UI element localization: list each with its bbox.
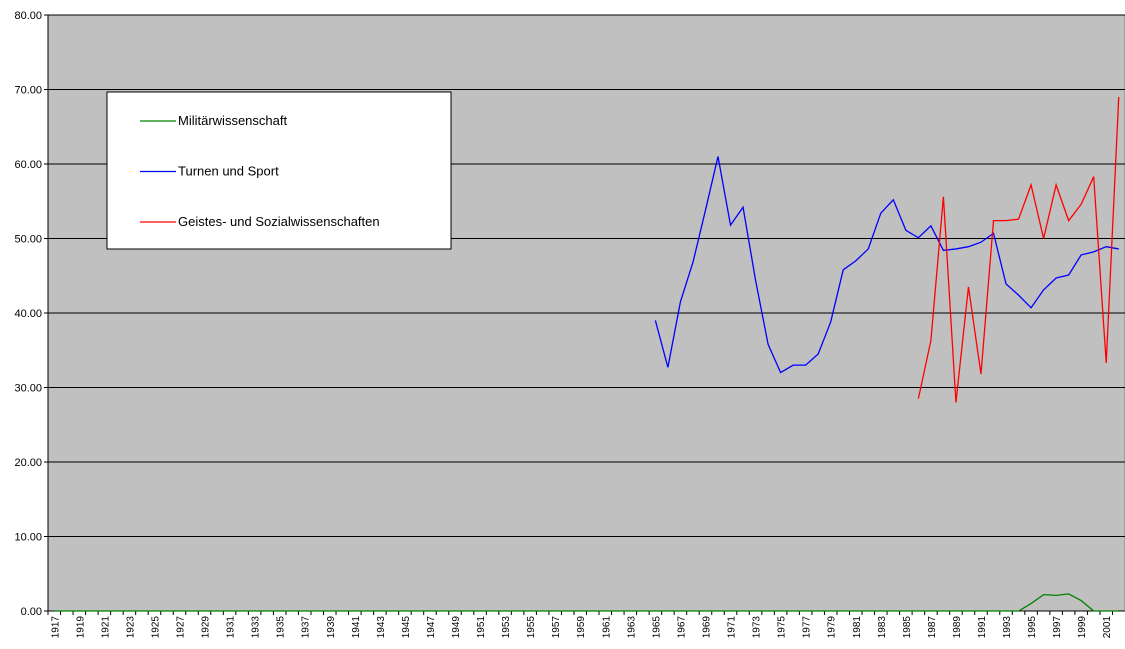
x-tick-label: 1921 [100,616,111,639]
x-tick-label: 1935 [276,616,287,639]
x-tick-label: 1919 [75,616,86,639]
x-tick-label: 1979 [827,616,838,639]
legend-label: Turnen und Sport [178,164,279,179]
x-tick-label: 1933 [251,616,262,639]
x-tick-label: 1975 [777,616,788,639]
x-tick-label: 1985 [902,616,913,639]
y-tick-label: 30.00 [14,383,42,395]
x-tick-label: 1977 [802,616,813,639]
x-tick-label: 1963 [626,616,637,639]
x-tick-label: 1971 [727,616,738,639]
y-tick-label: 40.00 [14,308,42,320]
series-line [654,156,1119,374]
x-tick-label: 1965 [651,616,662,639]
x-tick-label: 1943 [376,616,387,639]
x-tick-label: 2001 [1102,616,1113,639]
x-tick-label: 1947 [426,616,437,639]
x-tick-label: 1981 [852,616,863,639]
x-tick-label: 1993 [1002,616,1013,639]
y-tick-label: 0.00 [21,606,42,618]
x-tick-label: 1973 [752,616,763,639]
x-tick-label: 1917 [50,616,61,639]
x-tick-label: 1945 [401,616,412,639]
x-tick-label: 1959 [576,616,587,639]
x-tick-label: 1991 [977,616,988,639]
y-tick-label: 10.00 [14,532,42,544]
x-tick-label: 1925 [150,616,161,639]
x-tick-label: 1995 [1027,616,1038,639]
x-tick-label: 1951 [476,616,487,639]
x-tick-label: 1987 [927,616,938,639]
x-tick-label: 1983 [877,616,888,639]
legend [106,91,452,250]
x-tick-label: 1969 [701,616,712,639]
x-tick-label: 1997 [1052,616,1063,639]
series-line [54,593,1119,612]
x-tick-label: 1989 [952,616,963,639]
x-tick-label: 1949 [451,616,462,639]
legend-label: Militärwissenschaft [178,113,287,128]
x-tick-label: 1931 [226,616,237,639]
y-tick-label: 20.00 [14,457,42,469]
y-tick-label: 50.00 [14,234,42,246]
x-tick-label: 1923 [125,616,136,639]
x-tick-label: 1929 [201,616,212,639]
y-tick-label: 60.00 [14,159,42,171]
legend-label: Geistes- und Sozialwissenschaften [178,214,380,229]
x-tick-label: 1999 [1077,616,1088,639]
x-tick-label: 1955 [526,616,537,639]
x-tick-label: 1953 [501,616,512,639]
series-line [917,96,1120,403]
x-tick-label: 1937 [301,616,312,639]
x-tick-label: 1927 [175,616,186,639]
x-tick-label: 1941 [351,616,362,639]
x-tick-label: 1957 [551,616,562,639]
y-tick-label: 70.00 [14,85,42,97]
x-tick-label: 1961 [601,616,612,639]
y-tick-label: 80.00 [14,10,42,22]
x-tick-label: 1939 [326,616,337,639]
x-tick-label: 1967 [676,616,687,639]
